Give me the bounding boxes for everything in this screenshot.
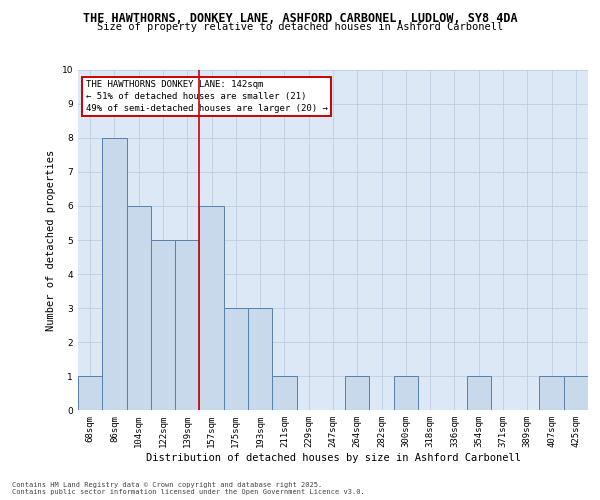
Bar	[102, 138, 127, 410]
Y-axis label: Number of detached properties: Number of detached properties	[46, 150, 56, 330]
Bar	[151, 240, 175, 410]
Bar	[175, 240, 199, 410]
Text: THE HAWTHORNS DONKEY LANE: 142sqm
← 51% of detached houses are smaller (21)
49% : THE HAWTHORNS DONKEY LANE: 142sqm ← 51% …	[86, 80, 328, 113]
Bar	[394, 376, 418, 410]
Text: THE HAWTHORNS, DONKEY LANE, ASHFORD CARBONEL, LUDLOW, SY8 4DA: THE HAWTHORNS, DONKEY LANE, ASHFORD CARB…	[83, 12, 517, 26]
Bar	[539, 376, 564, 410]
Text: Contains public sector information licensed under the Open Government Licence v3: Contains public sector information licen…	[12, 489, 365, 495]
Bar	[127, 206, 151, 410]
Bar	[224, 308, 248, 410]
Bar	[78, 376, 102, 410]
Text: Contains HM Land Registry data © Crown copyright and database right 2025.: Contains HM Land Registry data © Crown c…	[12, 482, 322, 488]
Bar	[272, 376, 296, 410]
X-axis label: Distribution of detached houses by size in Ashford Carbonell: Distribution of detached houses by size …	[146, 452, 521, 462]
Bar	[467, 376, 491, 410]
Text: Size of property relative to detached houses in Ashford Carbonell: Size of property relative to detached ho…	[97, 22, 503, 32]
Bar	[199, 206, 224, 410]
Bar	[345, 376, 370, 410]
Bar	[564, 376, 588, 410]
Bar	[248, 308, 272, 410]
